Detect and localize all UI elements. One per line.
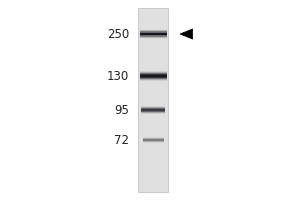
Bar	[142, 142, 164, 143]
Bar	[140, 38, 166, 39]
Bar	[141, 106, 165, 107]
Bar	[140, 33, 166, 34]
Bar	[140, 37, 166, 38]
Bar	[142, 140, 164, 141]
Text: 72: 72	[114, 134, 129, 146]
Bar	[140, 76, 166, 77]
Bar	[140, 35, 166, 36]
Bar	[141, 113, 165, 114]
Bar	[140, 77, 166, 78]
Bar	[140, 33, 166, 34]
Bar	[140, 32, 166, 33]
Bar	[140, 34, 166, 35]
Bar	[141, 110, 165, 111]
Bar	[140, 78, 166, 79]
Bar	[140, 80, 166, 81]
Bar	[140, 75, 166, 76]
Bar	[140, 79, 166, 80]
Bar	[140, 30, 166, 31]
Polygon shape	[180, 29, 193, 39]
Bar	[140, 31, 166, 32]
Bar	[141, 107, 165, 108]
Bar	[140, 36, 166, 37]
Bar	[140, 36, 166, 37]
Bar	[142, 138, 164, 139]
Bar	[141, 106, 165, 107]
Bar	[142, 137, 164, 138]
Bar	[140, 80, 166, 81]
Bar	[140, 79, 166, 80]
Bar	[140, 74, 166, 75]
Bar	[140, 29, 166, 30]
Bar	[141, 108, 165, 109]
Bar	[141, 113, 165, 114]
Bar	[140, 78, 166, 79]
Bar	[141, 109, 165, 110]
Bar	[140, 30, 166, 31]
Bar	[140, 74, 166, 75]
Bar	[140, 77, 166, 78]
Bar	[142, 139, 164, 140]
Bar	[141, 107, 165, 108]
Bar	[140, 72, 166, 73]
Bar	[141, 112, 165, 113]
Bar	[140, 72, 166, 73]
Bar	[141, 110, 165, 111]
Text: 95: 95	[114, 104, 129, 116]
Bar	[140, 37, 166, 38]
Text: 250: 250	[107, 27, 129, 40]
Bar	[140, 75, 166, 76]
Bar	[142, 139, 164, 140]
Bar	[138, 8, 168, 192]
Bar	[141, 108, 165, 109]
Bar	[140, 76, 166, 77]
Bar	[140, 71, 166, 72]
Bar	[142, 141, 164, 142]
Bar	[142, 142, 164, 143]
Text: 130: 130	[107, 70, 129, 82]
Bar	[142, 140, 164, 141]
Bar	[141, 111, 165, 112]
Bar	[140, 73, 166, 74]
Bar	[140, 31, 166, 32]
Bar	[141, 109, 165, 110]
Bar	[141, 112, 165, 113]
Bar	[142, 141, 164, 142]
Bar	[142, 137, 164, 138]
Bar	[140, 73, 166, 74]
Bar	[140, 71, 166, 72]
Bar	[141, 111, 165, 112]
Bar	[140, 34, 166, 35]
Bar	[142, 138, 164, 139]
